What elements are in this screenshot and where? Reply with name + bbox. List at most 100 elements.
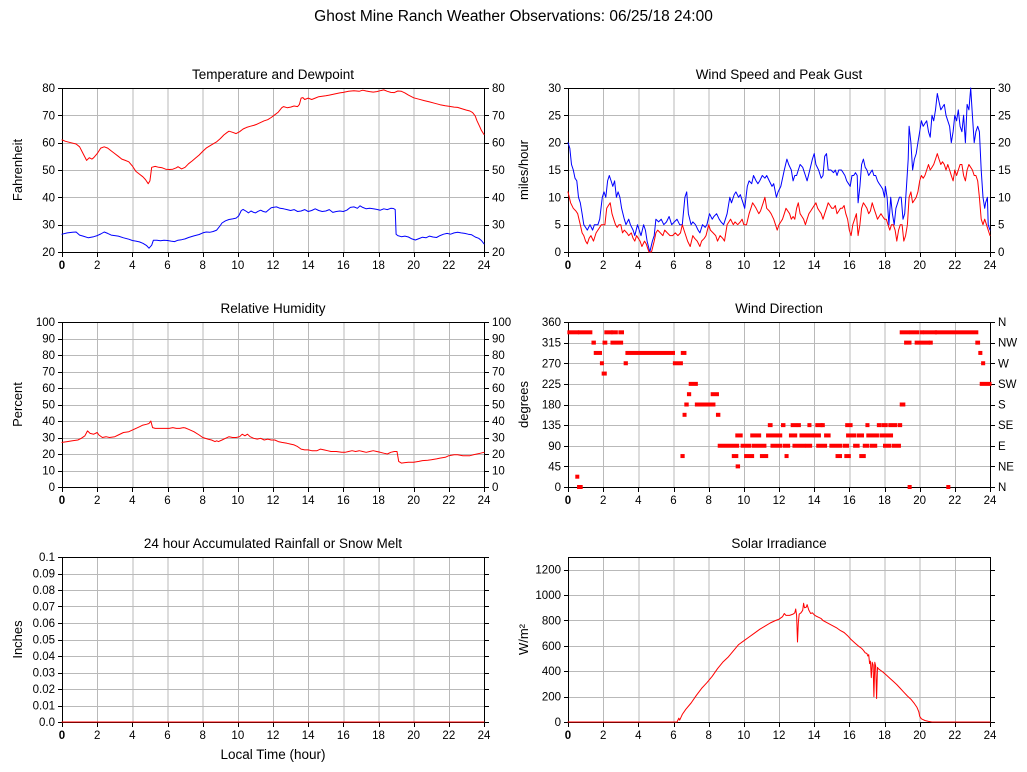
svg-text:10: 10: [737, 495, 750, 507]
svg-text:10: 10: [492, 466, 505, 478]
svg-text:40: 40: [492, 416, 505, 428]
wind-direction-markers: [567, 330, 992, 489]
svg-text:90: 90: [492, 334, 505, 346]
svg-text:16: 16: [337, 260, 350, 272]
axis-ticks: [564, 322, 995, 492]
grid-lines: [62, 322, 485, 488]
svg-text:0: 0: [59, 495, 65, 507]
svg-text:2: 2: [94, 260, 100, 272]
svg-text:0.02: 0.02: [33, 684, 55, 696]
svg-text:16: 16: [843, 730, 856, 742]
svg-text:10: 10: [231, 730, 244, 742]
svg-text:25: 25: [998, 110, 1011, 122]
svg-text:60: 60: [42, 383, 55, 395]
svg-text:4: 4: [129, 495, 136, 507]
svg-text:30: 30: [492, 433, 505, 445]
y-axis-label: Fahrenheit: [10, 139, 25, 202]
svg-text:400: 400: [542, 666, 561, 678]
svg-text:50: 50: [42, 400, 55, 412]
svg-text:8: 8: [705, 730, 711, 742]
svg-text:50: 50: [492, 400, 505, 412]
peak-gust-line: [567, 87, 991, 253]
chart-title: Solar Irradiance: [731, 536, 826, 551]
svg-text:8: 8: [199, 495, 205, 507]
svg-text:12: 12: [267, 260, 280, 272]
y-axis-label: degrees: [516, 381, 531, 428]
svg-text:80: 80: [42, 350, 55, 362]
svg-text:60: 60: [42, 138, 55, 150]
svg-text:10: 10: [998, 192, 1011, 204]
svg-text:0: 0: [555, 482, 561, 494]
svg-text:20: 20: [42, 449, 55, 461]
svg-text:0: 0: [555, 247, 561, 259]
svg-text:800: 800: [542, 615, 561, 627]
svg-text:24: 24: [984, 260, 997, 272]
svg-text:18: 18: [878, 260, 891, 272]
svg-text:24: 24: [478, 730, 491, 742]
y-axis-label: Percent: [10, 382, 25, 427]
svg-text:12: 12: [773, 730, 786, 742]
svg-text:6: 6: [164, 495, 170, 507]
svg-text:40: 40: [492, 192, 505, 204]
svg-text:5: 5: [998, 220, 1004, 232]
svg-text:10: 10: [231, 260, 244, 272]
svg-text:2: 2: [94, 730, 100, 742]
svg-text:100: 100: [492, 317, 511, 329]
svg-text:4: 4: [129, 260, 136, 272]
y-axis-label: miles/hour: [516, 139, 531, 200]
grid-lines: [568, 557, 991, 723]
svg-text:20: 20: [548, 138, 561, 150]
svg-text:1000: 1000: [535, 590, 561, 602]
y-axis-label: Inches: [10, 620, 25, 659]
plot-frame: [62, 322, 485, 488]
x-axis-label: Local Time (hour): [220, 747, 325, 762]
svg-text:20: 20: [407, 730, 420, 742]
svg-text:70: 70: [492, 367, 505, 379]
svg-text:24: 24: [478, 260, 491, 272]
svg-text:20: 20: [913, 495, 926, 507]
svg-text:NE: NE: [998, 461, 1014, 473]
svg-text:60: 60: [492, 138, 505, 150]
svg-text:20: 20: [492, 449, 505, 461]
svg-text:30: 30: [42, 433, 55, 445]
svg-text:80: 80: [492, 83, 505, 95]
svg-text:30: 30: [42, 220, 55, 232]
svg-text:600: 600: [542, 641, 561, 653]
chart-title: Wind Speed and Peak Gust: [696, 67, 863, 82]
svg-text:70: 70: [42, 110, 55, 122]
svg-text:0.04: 0.04: [33, 651, 56, 663]
svg-text:8: 8: [705, 495, 711, 507]
svg-text:70: 70: [42, 367, 55, 379]
svg-text:5: 5: [555, 220, 561, 232]
wind-speed-line: [567, 153, 991, 253]
svg-text:18: 18: [372, 730, 385, 742]
svg-text:4: 4: [635, 260, 642, 272]
svg-text:0: 0: [49, 482, 55, 494]
dewpoint-line: [61, 205, 485, 249]
svg-text:0.06: 0.06: [33, 618, 55, 630]
page-title: Ghost Mine Ranch Weather Observations: 0…: [314, 8, 713, 25]
svg-text:1200: 1200: [535, 565, 561, 577]
chart-title: Relative Humidity: [220, 301, 325, 316]
svg-text:12: 12: [267, 730, 280, 742]
svg-text:4: 4: [635, 495, 642, 507]
svg-text:SE: SE: [998, 420, 1014, 432]
svg-text:24: 24: [478, 495, 491, 507]
svg-text:22: 22: [948, 495, 961, 507]
svg-text:10: 10: [737, 730, 750, 742]
svg-text:20: 20: [42, 247, 55, 259]
svg-text:0: 0: [59, 260, 65, 272]
svg-text:0: 0: [998, 247, 1004, 259]
svg-text:50: 50: [42, 165, 55, 177]
svg-text:6: 6: [670, 730, 676, 742]
svg-text:14: 14: [808, 260, 821, 272]
svg-text:22: 22: [442, 495, 455, 507]
